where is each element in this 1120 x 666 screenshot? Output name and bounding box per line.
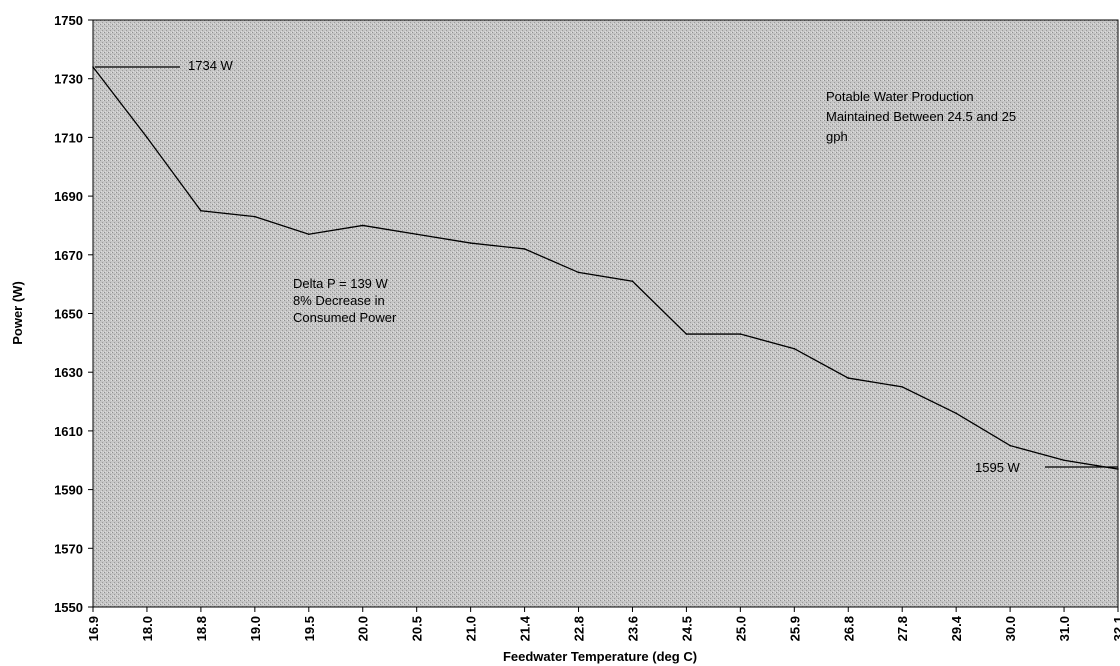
data-point — [1063, 459, 1065, 462]
x-tick-label: 30.0 — [1003, 616, 1018, 641]
data-point — [847, 377, 850, 379]
x-tick-label: 20.5 — [410, 616, 425, 641]
data-point — [739, 333, 742, 335]
x-tick-label: 25.0 — [733, 616, 748, 641]
x-axis-ticks: 16.9 18.0 18.8 19.0 19.5 20.0 20.5 21.0 21.4 22.8… — [86, 607, 1120, 641]
x-tick-label: 29.4 — [949, 615, 964, 641]
data-point — [1009, 444, 1011, 447]
data-point — [200, 209, 202, 212]
data-point — [415, 233, 418, 236]
x-tick-label: 27.8 — [895, 616, 910, 641]
y-tick-label: 1590 — [54, 483, 83, 498]
x-tick-label: 22.8 — [572, 616, 587, 641]
x-tick-label: 26.8 — [841, 616, 856, 641]
y-tick-label: 1730 — [54, 72, 83, 87]
data-point — [307, 233, 310, 236]
y-tick-label: 1630 — [54, 365, 83, 380]
x-tick-label: 32.1 — [1111, 616, 1120, 641]
y-tick-label: 1610 — [54, 424, 83, 439]
x-tick-label: 18.8 — [194, 616, 209, 641]
data-point — [1117, 468, 1119, 470]
x-tick-label: 31.0 — [1057, 616, 1072, 641]
data-point — [361, 224, 364, 227]
x-tick-label: 18.0 — [140, 616, 155, 641]
x-tick-label: 25.9 — [787, 616, 802, 641]
data-point — [793, 347, 796, 350]
start-value-label: 1734 W — [188, 58, 234, 73]
delta-annotation-line2: 8% Decrease in — [293, 293, 385, 308]
end-value-label: 1595 W — [975, 460, 1021, 475]
y-tick-label: 1650 — [54, 307, 83, 322]
y-tick-label: 1550 — [54, 600, 83, 615]
x-tick-label: 23.6 — [625, 616, 640, 641]
data-point — [901, 386, 904, 388]
data-point — [254, 215, 256, 218]
data-point — [146, 136, 148, 139]
data-point — [631, 280, 634, 283]
series-layer — [92, 66, 1119, 470]
y-axis-title: Power (W) — [10, 281, 25, 345]
data-point — [523, 248, 526, 250]
y-tick-label: 1710 — [54, 130, 83, 145]
data-point — [955, 412, 957, 415]
y-tick-label: 1570 — [54, 541, 83, 556]
delta-annotation-line3: Consumed Power — [293, 310, 397, 325]
data-point — [469, 242, 472, 244]
power-series-line — [92, 66, 1119, 470]
x-tick-label: 21.0 — [464, 616, 479, 641]
x-tick-label: 19.5 — [302, 616, 317, 641]
x-tick-label: 20.0 — [356, 616, 371, 641]
data-point — [577, 271, 580, 274]
plot-area — [92, 19, 1119, 608]
data-point — [685, 333, 688, 335]
data-point — [92, 66, 94, 68]
delta-annotation-line1: Delta P = 139 W — [293, 276, 389, 291]
x-tick-label: 24.5 — [679, 616, 694, 641]
note-annotation-line1: Potable Water Production — [826, 89, 974, 104]
note-annotation-line2: Maintained Between 24.5 and 25 — [826, 109, 1016, 124]
y-tick-label: 1750 — [54, 13, 83, 28]
y-tick-label: 1670 — [54, 248, 83, 263]
y-tick-label: 1690 — [54, 189, 83, 204]
x-tick-label: 19.0 — [248, 616, 263, 641]
x-tick-label: 16.9 — [86, 616, 101, 641]
y-axis-ticks: 1550 1570 1590 1610 1630 1650 1670 1690 1710 1730… — [54, 13, 93, 615]
x-tick-label: 21.4 — [518, 615, 533, 641]
note-annotation-line3: gph — [826, 129, 848, 144]
x-axis-title: Feedwater Temperature (deg C) — [503, 649, 697, 664]
